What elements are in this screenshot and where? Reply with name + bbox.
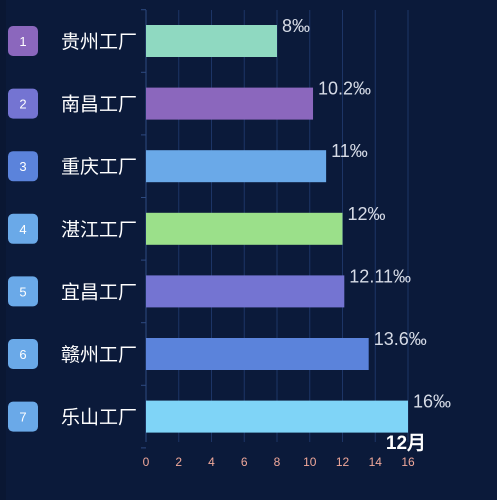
rank-number: 4 [19, 222, 26, 237]
bar[interactable] [146, 338, 369, 370]
rank-badge [8, 401, 38, 432]
category-label: 湛江工厂 [61, 219, 137, 241]
bar[interactable] [146, 25, 277, 57]
rank-number: 7 [19, 410, 26, 425]
value-labels: 8‰ 10.2‰ 11‰ 12‰ 12.11‰ 13.6‰ 16‰ [282, 16, 451, 412]
x-tick-label: 0 [143, 455, 150, 469]
rank-badge [8, 213, 38, 244]
rank-number: 3 [19, 159, 26, 174]
rank-badge [8, 339, 38, 369]
bar[interactable] [146, 400, 408, 433]
value-label: 8‰ [282, 16, 310, 36]
value-label: 11‰ [331, 141, 368, 161]
category-label: 贵州工厂 [61, 31, 137, 53]
rank-badge [8, 276, 38, 307]
rank-number: 2 [19, 97, 26, 112]
x-tick-label: 4 [208, 455, 215, 469]
category-label: 南昌工厂 [61, 94, 137, 116]
bar[interactable] [146, 275, 345, 308]
x-tick-label: 16 [401, 455, 415, 469]
rank-number: 5 [19, 284, 26, 299]
category-label: 重庆工厂 [61, 156, 137, 178]
bar[interactable] [146, 212, 343, 245]
y-axis [141, 9, 147, 449]
x-tick-label: 8 [274, 455, 281, 469]
category-label: 赣州工厂 [61, 344, 137, 366]
bar[interactable] [146, 87, 314, 120]
x-tick-label: 6 [241, 455, 248, 469]
x-tick-label: 2 [175, 455, 182, 469]
value-label: 12‰ [348, 204, 386, 224]
period-label: 12月 [386, 433, 426, 454]
x-axis-ticks: 0 2 4 6 8 10 12 14 16 [143, 455, 415, 469]
rank-badge [8, 26, 38, 56]
bar[interactable] [146, 150, 327, 183]
value-label: 13.6‰ [374, 329, 427, 349]
value-label: 10.2‰ [318, 79, 371, 99]
x-tick-label: 10 [303, 455, 317, 469]
rank-number: 6 [19, 347, 26, 362]
value-label: 12.11‰ [349, 266, 411, 286]
x-tick-label: 12 [336, 455, 350, 469]
panel-edge [0, 0, 6, 500]
bars [146, 25, 408, 433]
rank-badges: 1 2 3 4 5 6 7 [8, 26, 38, 432]
value-label: 16‰ [413, 392, 451, 412]
rank-badge [8, 88, 38, 119]
rank-badge [8, 151, 38, 182]
category-label: 乐山工厂 [61, 407, 137, 429]
rank-number: 1 [19, 34, 26, 49]
x-tick-label: 14 [369, 455, 383, 469]
category-label: 宜昌工厂 [61, 281, 137, 303]
